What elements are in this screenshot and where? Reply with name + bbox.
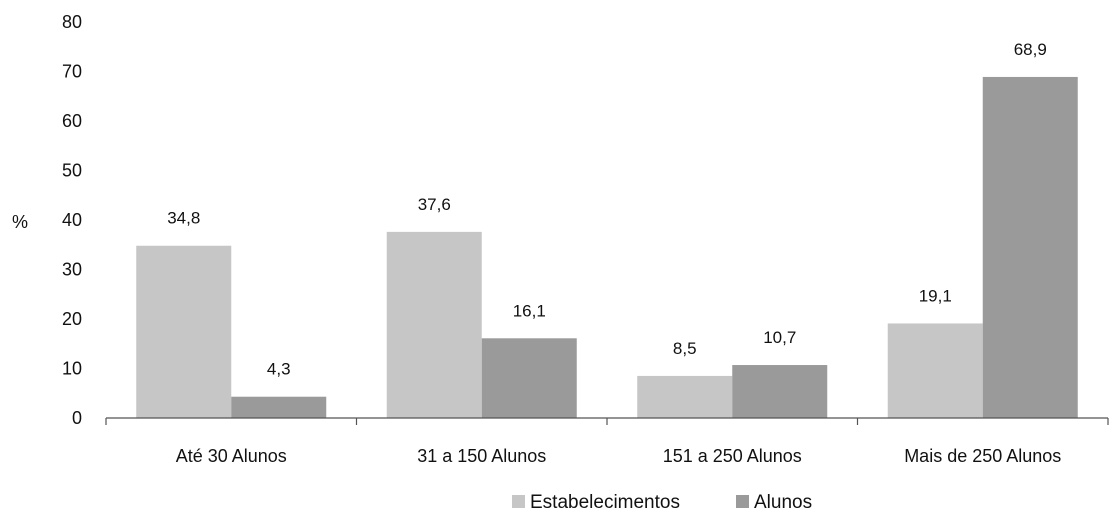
y-tick-label: 30: [62, 260, 82, 280]
bar-estabelecimentos: [637, 375, 733, 418]
x-tick-label: 151 a 250 Alunos: [663, 446, 802, 466]
legend-label: Alunos: [754, 492, 812, 513]
x-tick-label: Mais de 250 Alunos: [904, 446, 1061, 466]
data-label: 16,1: [513, 301, 546, 320]
y-axis-label: %: [12, 212, 28, 232]
bars: [136, 76, 1078, 418]
x-tick-label: Até 30 Alunos: [176, 446, 287, 466]
y-tick-label: 20: [62, 309, 82, 329]
data-label: 37,6: [418, 195, 451, 214]
legend-label: Estabelecimentos: [530, 492, 680, 513]
bar-alunos: [732, 365, 828, 418]
y-tick-label: 50: [62, 161, 82, 181]
x-axis-labels: Até 30 Alunos 31 a 150 Alunos 151 a 250 Al…: [176, 446, 1062, 466]
bar-alunos: [231, 396, 327, 418]
data-label: 19,1: [919, 286, 952, 305]
bar-alunos: [481, 338, 577, 418]
bar-alunos: [982, 76, 1078, 418]
data-label: 68,9: [1014, 40, 1047, 59]
bar-estabelecimentos: [386, 231, 482, 418]
y-axis-ticks: 0 10 20 30 40 50 60 70 80: [62, 12, 82, 428]
x-axis-tick-marks: [105, 418, 1109, 425]
data-label: 10,7: [763, 328, 796, 347]
bar-estabelecimentos: [887, 323, 983, 418]
legend: Estabelecimentos Alunos: [512, 492, 812, 513]
data-label: 34,8: [167, 209, 200, 228]
y-tick-label: 80: [62, 12, 82, 32]
y-tick-label: 40: [62, 210, 82, 230]
legend-swatch: [736, 495, 749, 508]
legend-swatch: [512, 495, 525, 508]
y-tick-label: 10: [62, 359, 82, 379]
data-label: 8,5: [673, 339, 697, 358]
y-tick-label: 0: [72, 408, 82, 428]
data-labels: 34,8 4,3 37,6 16,1 8,5 10,7 19,1 68,9: [167, 40, 1047, 379]
x-tick-label: 31 a 150 Alunos: [417, 446, 546, 466]
data-label: 4,3: [267, 360, 291, 379]
bar-estabelecimentos: [136, 245, 232, 418]
y-tick-label: 70: [62, 62, 82, 82]
y-tick-label: 60: [62, 111, 82, 131]
